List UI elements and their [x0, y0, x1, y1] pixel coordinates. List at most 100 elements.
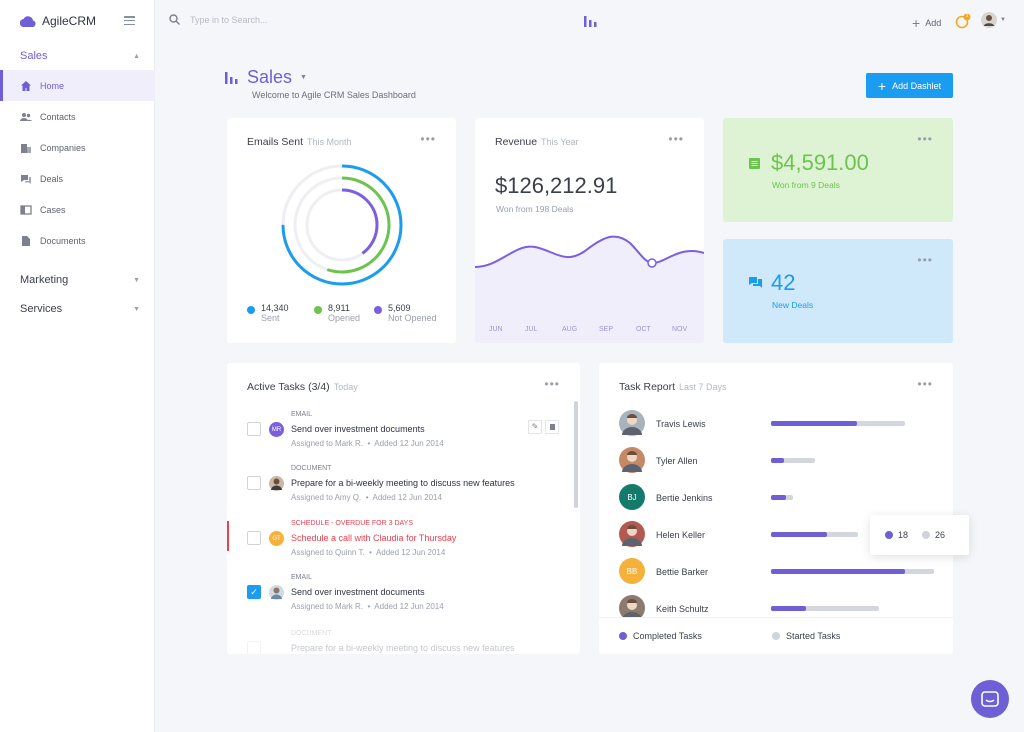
sidebar-item-contacts[interactable]: Contacts	[0, 101, 155, 132]
completed-tasks-bar[interactable]	[771, 569, 905, 574]
deals-icon	[21, 174, 31, 184]
add-label: Add	[925, 18, 942, 28]
more-options-icon[interactable]: •••	[917, 132, 933, 146]
documents-icon	[22, 235, 30, 246]
person-avatar: BJ	[619, 484, 645, 510]
delete-trash-icon[interactable]	[545, 420, 559, 434]
page-subtitle: Welcome to Agile CRM Sales Dashboard	[252, 90, 416, 100]
scrollbar-thumb[interactable]	[574, 401, 578, 508]
month-label: JUN	[489, 326, 503, 333]
task-checkbox[interactable]	[247, 531, 261, 545]
person-avatar: BB	[619, 558, 645, 584]
card-period: This Month	[307, 137, 352, 147]
assignee-avatar: GT	[269, 531, 284, 546]
card-period: Today	[333, 382, 358, 392]
card-title-text: Emails Sent	[247, 136, 304, 148]
completed-tasks-bar[interactable]	[771, 458, 785, 463]
home-icon	[21, 80, 31, 91]
task-title[interactable]: Prepare for a bi-weekly meeting to discu…	[291, 643, 515, 653]
task-added-date: Added 12 Jun 2014	[374, 439, 444, 448]
email-rings-chart	[281, 164, 403, 286]
card-title-text: Task Report	[619, 381, 676, 393]
add-dashlet-button[interactable]: + Add Dashlet	[866, 73, 953, 98]
completed-tasks-bar[interactable]	[771, 532, 827, 537]
search-box[interactable]: Type in to Search...	[169, 14, 268, 25]
legend-completed-label: Completed Tasks	[633, 631, 702, 641]
revenue-amount: $126,212.91	[495, 173, 618, 198]
add-button[interactable]: + Add	[912, 15, 941, 31]
contacts-icon	[20, 112, 32, 121]
revenue-card: Revenue This Year ••• $126,212.91 Won fro…	[475, 118, 704, 343]
card-title: Revenue This Year	[495, 136, 579, 148]
person-name: Bertie Jenkins	[656, 493, 713, 503]
completed-tasks-bar[interactable]	[771, 495, 786, 500]
sidebar-item-label: Companies	[40, 142, 86, 153]
user-menu[interactable]: ▼	[981, 12, 1006, 28]
hamburger-menu-icon[interactable]	[124, 16, 135, 26]
task-item: GT SCHEDULE - OVERDUE FOR 3 DAYS Schedul…	[227, 518, 557, 572]
sidebar-item-label: Contacts	[40, 111, 76, 122]
task-type: EMAIL	[291, 574, 313, 581]
app-logo[interactable]: AgileCRM	[20, 14, 96, 28]
tooltip-started-value: 26	[935, 530, 946, 540]
task-title[interactable]: Schedule a call with Claudia for Thursda…	[291, 533, 457, 543]
sidebar-section-services[interactable]: Services ▼	[20, 303, 140, 315]
chat-icon	[981, 691, 999, 707]
sidebar-item-label: Deals	[40, 173, 64, 184]
search-input[interactable]: Type in to Search...	[190, 14, 268, 25]
card-title-text: Active Tasks	[247, 381, 306, 393]
task-meta: Assigned to Mark R. • Added 12 Jun 2014	[291, 602, 444, 611]
assignee-avatar: MR	[269, 422, 284, 437]
sidebar-section-marketing[interactable]: Marketing ▼	[20, 274, 140, 286]
not-opened-label: Not Opened	[388, 313, 437, 323]
task-title[interactable]: Prepare for a bi-weekly meeting to discu…	[291, 478, 515, 488]
opened-value: 8,911	[328, 303, 350, 313]
sidebar-section-sales[interactable]: Sales ▲	[20, 50, 140, 62]
month-label: NOV	[672, 326, 688, 333]
edit-pencil-icon[interactable]: ✎	[528, 420, 542, 434]
task-checkbox[interactable]	[247, 476, 261, 490]
started-tasks-bar[interactable]	[771, 606, 879, 611]
notification-button[interactable]: 1	[955, 13, 971, 29]
chart-point-marker[interactable]	[647, 258, 657, 268]
task-checkbox[interactable]	[247, 422, 261, 436]
sidebar-item-documents[interactable]: Documents	[0, 225, 155, 256]
task-title[interactable]: Send over investment documents	[291, 424, 425, 434]
person-name: Helen Keller	[656, 530, 706, 540]
more-options-icon[interactable]: •••	[544, 377, 560, 391]
legend-opened: 8,911 Opened	[314, 303, 360, 323]
sidebar-section-label: Marketing	[20, 274, 69, 286]
task-checkbox-checked[interactable]: ✓	[247, 585, 261, 599]
sent-value: 14,340	[261, 303, 289, 313]
new-deals-card: ••• 42 New Deals	[723, 239, 953, 343]
sidebar-item-cases[interactable]: Cases	[0, 194, 155, 225]
task-type: DOCUMENT	[291, 465, 332, 472]
report-row: BB Bettie Barker	[619, 558, 939, 588]
sidebar-item-companies[interactable]: Companies	[0, 132, 155, 163]
title-dropdown-icon[interactable]: ▼	[300, 74, 307, 81]
report-legend: Completed Tasks Started Tasks	[599, 617, 953, 654]
completed-tasks-bar[interactable]	[771, 606, 806, 611]
sidebar-item-label: Documents	[40, 235, 86, 246]
active-tasks-card: Active Tasks (3/4) Today ••• MR EMAIL Sen…	[227, 363, 580, 654]
card-title: Task Report Last 7 Days	[619, 381, 727, 393]
chevron-down-icon: ▼	[1000, 17, 1006, 23]
legend-sent: 14,340 Sent	[247, 303, 289, 323]
sidebar-item-home[interactable]: Home	[0, 70, 155, 101]
report-row: Tyler Allen	[619, 447, 939, 477]
more-options-icon[interactable]: •••	[917, 253, 933, 267]
coin-icon	[955, 13, 971, 29]
sidebar-section-label: Services	[20, 303, 63, 315]
app-name: AgileCRM	[42, 14, 97, 28]
started-tasks-bar[interactable]	[771, 458, 815, 463]
task-checkbox[interactable]	[247, 641, 261, 654]
plus-icon: +	[912, 15, 921, 31]
more-options-icon[interactable]: •••	[420, 132, 436, 146]
completed-tasks-bar[interactable]	[771, 421, 857, 426]
more-options-icon[interactable]: •••	[917, 377, 933, 391]
person-name: Keith Schultz	[656, 604, 709, 614]
chat-support-button[interactable]	[971, 680, 1009, 718]
sidebar-item-deals[interactable]: Deals	[0, 163, 155, 194]
task-title[interactable]: Send over investment documents	[291, 587, 425, 597]
more-options-icon[interactable]: •••	[668, 132, 684, 146]
